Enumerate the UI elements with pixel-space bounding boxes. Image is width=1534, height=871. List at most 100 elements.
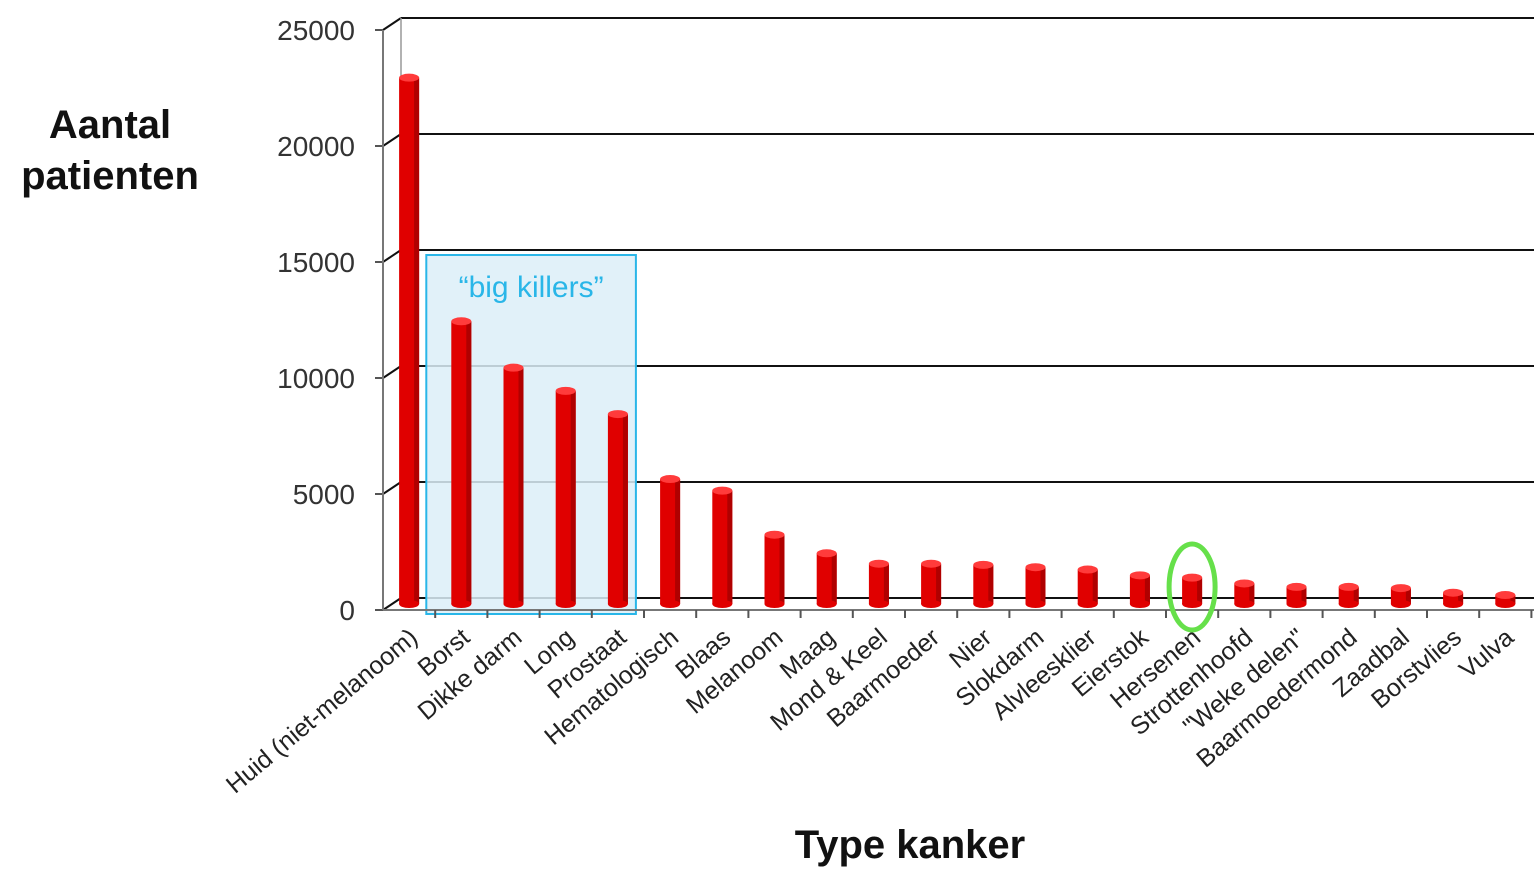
bar-2: [503, 363, 524, 608]
bar-top: [607, 410, 628, 419]
bar-side: [779, 534, 785, 604]
bar-bottom: [1286, 600, 1307, 608]
bar-top: [399, 73, 420, 82]
bar-top: [1338, 582, 1359, 591]
bar-side: [727, 490, 733, 604]
bar-top: [1443, 588, 1464, 597]
x-tick-label: Huid (niet-melanoom): [221, 623, 423, 799]
gridline-diag-10000: [382, 365, 402, 379]
bar-14: [1129, 571, 1150, 608]
bar-15: [1182, 573, 1203, 608]
bars: [399, 73, 1516, 608]
y-tick-label: 10000: [277, 363, 355, 394]
bar-top: [816, 549, 837, 558]
x-tick-label: Vulva: [1454, 623, 1519, 684]
bar-side: [1301, 586, 1307, 604]
bar-side: [831, 553, 837, 604]
bar-1: [451, 317, 472, 608]
bar-face: [1495, 595, 1516, 604]
bar-bottom: [1182, 600, 1203, 608]
bar-21: [1495, 591, 1516, 608]
bar-top: [1234, 579, 1255, 588]
bar-side: [1249, 583, 1255, 604]
y-axis-title-line2: patienten: [21, 154, 199, 198]
bar-9: [868, 559, 889, 608]
gridline-diag-0: [382, 597, 402, 611]
highlight-ring: [1166, 541, 1218, 633]
bar-side: [1353, 586, 1359, 604]
bar-3: [555, 386, 576, 608]
y-tick-label: 20000: [277, 131, 355, 162]
bar-top: [1495, 591, 1516, 600]
bar-top: [660, 475, 681, 484]
bar-11: [973, 560, 994, 608]
bar-bottom: [816, 600, 837, 608]
bar-bottom: [1077, 600, 1098, 608]
gridline-diag-20000: [382, 133, 402, 147]
y-axis: 0 5000 10000 15000 20000 25000: [277, 15, 402, 626]
bar-bottom: [1495, 600, 1516, 608]
bar-side: [936, 563, 942, 604]
bar-side: [883, 563, 889, 604]
y-axis-title-line1: Aantal: [49, 103, 171, 147]
bar-4: [607, 410, 628, 608]
bar-bottom: [451, 600, 472, 608]
bar-bottom: [868, 600, 889, 608]
y-tick-label: 0: [339, 595, 355, 626]
bar-8: [816, 549, 837, 608]
bar-5: [660, 475, 681, 608]
bar-bottom: [764, 600, 785, 608]
highlight-ellipse: [1166, 541, 1218, 633]
bar-top: [1025, 563, 1046, 572]
bar-top: [451, 317, 472, 326]
bar-top: [1390, 584, 1411, 593]
y-tick-label: 5000: [293, 479, 355, 510]
bar-side: [622, 414, 628, 604]
bar-side: [1092, 569, 1098, 604]
bar-bottom: [712, 600, 733, 608]
bar-16: [1234, 579, 1255, 608]
bar-top: [1286, 582, 1307, 591]
bar-bottom: [921, 600, 942, 608]
y-tick-label: 25000: [277, 15, 355, 46]
bar-bottom: [973, 600, 994, 608]
bar-10: [921, 559, 942, 608]
bar-side: [570, 390, 576, 604]
bar-bottom: [660, 600, 681, 608]
bar-bottom: [1390, 600, 1411, 608]
bar-side: [1197, 577, 1203, 604]
bar-side: [1405, 588, 1411, 604]
bar-top: [503, 363, 524, 372]
bar-top: [555, 386, 576, 395]
bar-bottom: [607, 600, 628, 608]
bar-side: [1510, 595, 1516, 604]
bar-side: [466, 321, 472, 604]
bar-side: [414, 77, 420, 605]
bar-top: [868, 559, 889, 568]
bar-7: [764, 530, 785, 608]
big-killers-label: “big killers”: [459, 271, 604, 304]
bar-bottom: [1234, 600, 1255, 608]
gridline-diag-25000: [382, 17, 402, 31]
bar-6: [712, 486, 733, 608]
bar-bottom: [399, 600, 420, 608]
bar-18: [1338, 582, 1359, 608]
bar-17: [1286, 582, 1307, 608]
x-axis-title: Type kanker: [795, 823, 1026, 867]
bar-bottom: [1129, 600, 1150, 608]
bar-13: [1077, 565, 1098, 608]
bar-top: [973, 560, 994, 569]
bar-top: [1077, 565, 1098, 574]
gridline-diag-15000: [382, 249, 402, 263]
bar-face: [1443, 592, 1464, 604]
bar-12: [1025, 563, 1046, 608]
bar-top: [1182, 573, 1203, 582]
bar-side: [1040, 567, 1046, 604]
bar-top: [1129, 571, 1150, 580]
bar-top: [712, 486, 733, 495]
bar-0: [399, 73, 420, 608]
bar-bottom: [555, 600, 576, 608]
bar-bottom: [1338, 600, 1359, 608]
